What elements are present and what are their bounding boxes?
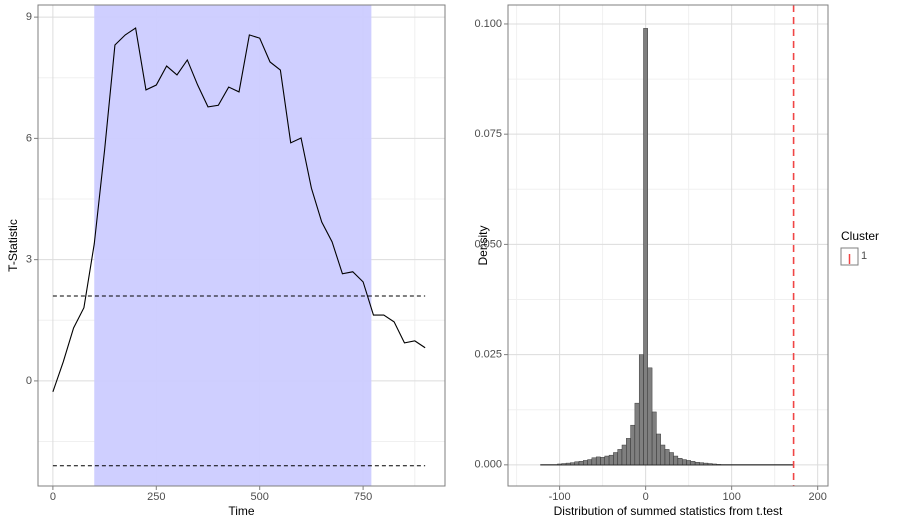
histogram-bar [565,462,571,466]
y-tick-label: 3 [26,254,32,266]
histogram-bar [694,461,700,466]
data-line [52,27,426,393]
histogram-bar [600,457,605,466]
histogram-bar [634,402,640,466]
histogram-bar [604,455,610,466]
y-tick-label: 9 [26,11,32,23]
histogram-bar [677,458,683,466]
histogram-bar [621,444,627,466]
histogram-bar [673,455,679,466]
histogram-bar [712,463,717,466]
histogram-bar [707,463,713,466]
histogram-bar [656,433,661,466]
y-tick-label: 0.000 [474,459,502,471]
x-tick-label: 0 [643,491,649,503]
y-tick-label: 6 [26,132,32,144]
shaded-region [94,5,372,486]
y-axis-title: T-Statistic [6,219,20,272]
x-axis-title: Distribution of summed statistics from t… [554,504,783,518]
legend-label: 1 [861,250,867,262]
histogram-bar [626,438,631,466]
histogram-bar [660,444,666,466]
histogram-bar [574,461,580,466]
histogram-bar [561,463,567,466]
histogram-bar [643,28,648,466]
histogram-bar [591,457,597,466]
histogram-bar [583,460,588,466]
histogram-bar [686,460,691,466]
histogram-bar [681,459,687,466]
x-tick-label: 750 [354,491,372,503]
histogram-bar [699,462,704,466]
histogram-bar [690,461,696,466]
x-tick-label: 200 [808,491,826,503]
x-tick-label: 100 [722,491,740,503]
histogram-bar [595,456,601,466]
histogram-bar [647,367,653,466]
histogram-bar [557,463,562,466]
histogram-bar [630,424,636,466]
histogram-bar [651,411,657,466]
histogram-bar [613,452,618,466]
histogram-bar [669,452,674,466]
panel [508,5,828,486]
histogram-bar [617,449,623,466]
y-tick-label: 0 [26,375,32,387]
panel-border [37,4,446,487]
histogram-bar [664,449,670,466]
y-tick-label: 0.050 [474,238,502,250]
x-axis-title: Time [228,504,255,518]
histogram-bar [608,454,614,466]
histogram-bar [587,459,593,466]
x-tick-label: 250 [147,491,165,503]
y-axis-title: Density [476,225,490,265]
panel-border [507,4,829,487]
y-tick-label: 0.025 [474,349,502,361]
histogram-bar [638,354,644,466]
x-tick-label: -100 [549,491,571,503]
x-tick-label: 0 [50,491,56,503]
histogram-bar [703,462,709,466]
y-tick-label: 0.100 [474,18,502,30]
y-tick-label: 0.075 [474,128,502,140]
legend-title: Cluster [841,229,879,243]
histogram-bar [570,462,575,466]
histogram-bar [578,461,584,466]
x-tick-label: 500 [251,491,269,503]
